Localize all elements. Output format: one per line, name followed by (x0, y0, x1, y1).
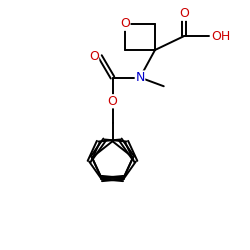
Text: N: N (135, 71, 145, 84)
Text: O: O (120, 17, 130, 30)
Text: O: O (179, 7, 189, 20)
Text: O: O (108, 95, 118, 108)
Text: OH: OH (212, 30, 231, 43)
Text: O: O (89, 50, 99, 63)
